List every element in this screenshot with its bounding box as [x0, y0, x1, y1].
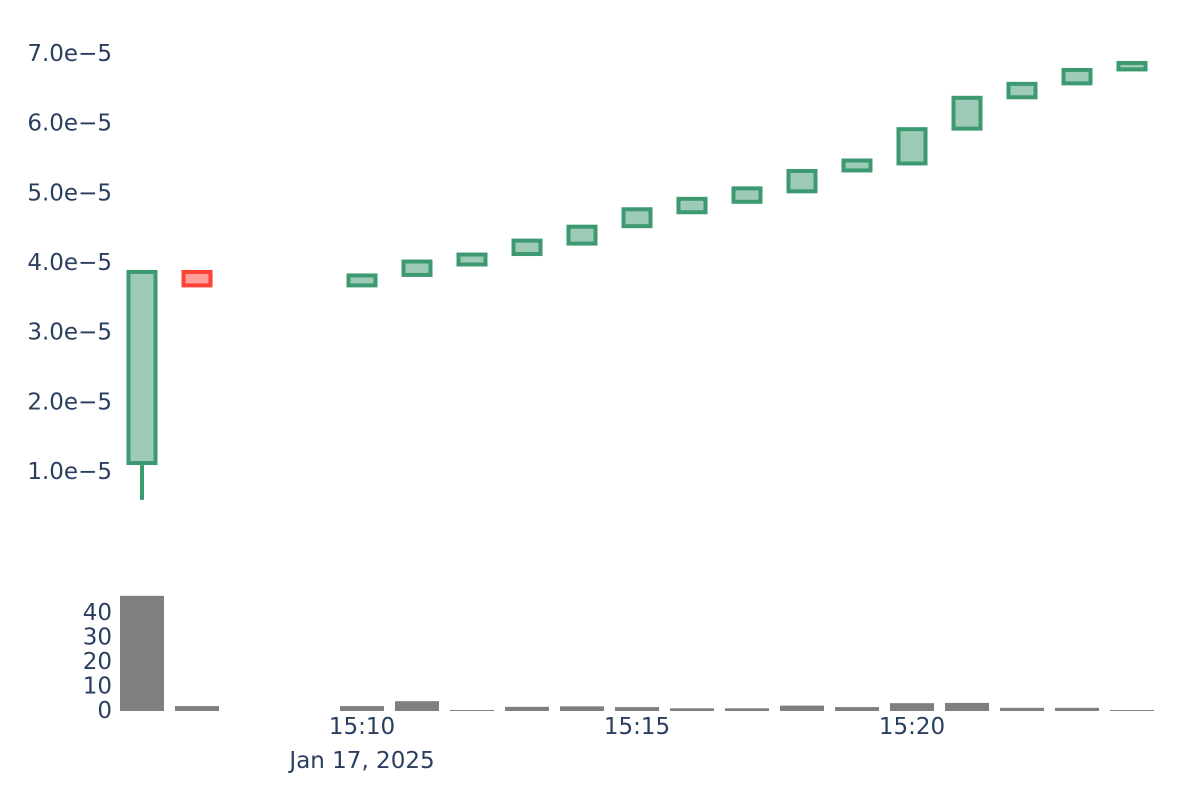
candle-increasing: [731, 186, 763, 204]
volume-bar: [780, 705, 824, 711]
time-axis-tick-label: 15:20: [879, 714, 945, 740]
candle-increasing: [676, 196, 708, 215]
volume-bar: [1055, 707, 1099, 711]
volume-axis-tick-label: 10: [83, 674, 112, 700]
volume-bar: [340, 706, 384, 711]
candle-increasing: [456, 252, 488, 267]
volume-bar: [615, 707, 659, 711]
volume-bar: [395, 701, 439, 711]
volume-bar: [450, 710, 494, 711]
volume-bar: [560, 706, 604, 711]
volume-bar: [835, 707, 879, 711]
date-label: Jan 17, 2025: [287, 748, 434, 774]
volume-bar: [890, 703, 934, 711]
volume-axis-tick-label: 30: [83, 625, 112, 651]
volume-bar: [175, 706, 219, 711]
volume-axis-tick-label: 0: [97, 698, 112, 724]
volume-bar: [120, 595, 164, 711]
candle-decreasing: [181, 269, 213, 288]
time-axis-tick-label: 15:15: [604, 714, 670, 740]
volume-bar: [1110, 710, 1154, 711]
candle-increasing: [1116, 60, 1148, 72]
volume-bar: [945, 702, 989, 711]
candle-increasing: [1006, 81, 1038, 100]
volume-axis-tick-label: 20: [83, 649, 112, 675]
time-axis-tick-label: 15:10: [329, 714, 395, 740]
candle-increasing: [1061, 67, 1093, 86]
candle-increasing: [786, 168, 818, 194]
candle-increasing: [951, 95, 983, 131]
volume-bar: [725, 708, 769, 711]
volume-axis-tick-label: 40: [83, 600, 112, 626]
volume-bar: [505, 706, 549, 711]
price-axis-tick-label: 4.0e−5: [27, 250, 112, 276]
candle-increasing: [621, 207, 653, 229]
volume-bar: [1000, 707, 1044, 711]
candle-increasing: [841, 158, 873, 173]
candle-increasing: [511, 238, 543, 257]
price-axis-tick-label: 6.0e−5: [27, 111, 112, 137]
price-axis-tick-label: 5.0e−5: [27, 180, 112, 206]
candle-increasing: [126, 269, 158, 466]
price-axis-tick-label: 3.0e−5: [27, 320, 112, 346]
candle-increasing: [896, 127, 928, 166]
price-axis-tick-label: 7.0e−5: [27, 41, 112, 67]
price-axis-tick-label: 2.0e−5: [27, 389, 112, 415]
candle-increasing: [401, 259, 433, 277]
candle-increasing: [566, 224, 598, 246]
volume-bar: [670, 708, 714, 711]
price-axis-tick-label: 1.0e−5: [27, 459, 112, 485]
candle-increasing: [346, 273, 378, 288]
